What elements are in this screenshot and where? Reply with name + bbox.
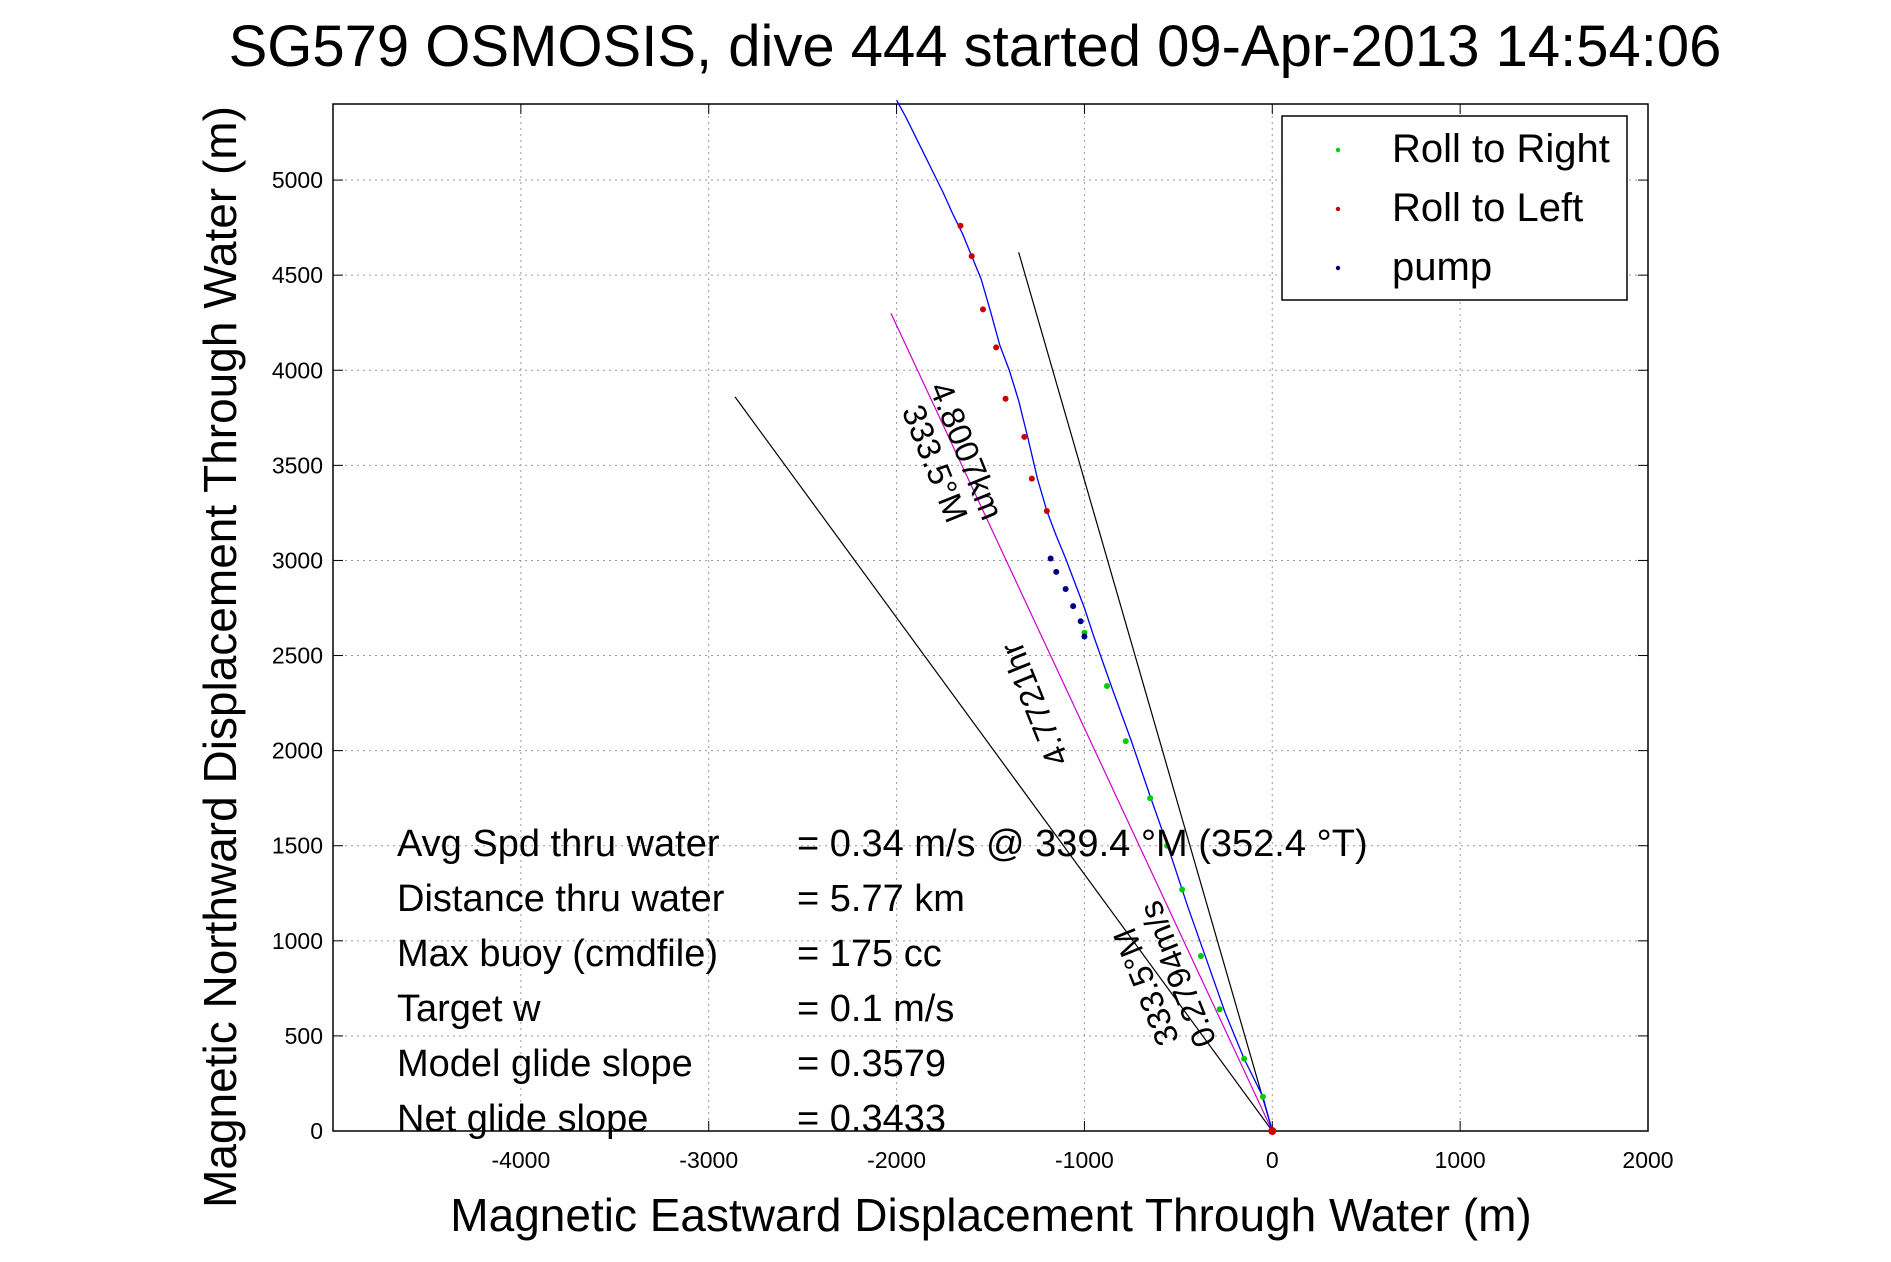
- stat-value-avg-speed: = 0.34 m/s @ 339.4 °M (352.4 °T): [797, 823, 1368, 865]
- legend-marker-pump: [1335, 265, 1341, 271]
- legend-roll-right: Roll to Right: [1392, 127, 1610, 171]
- roll-right-point: [1164, 842, 1171, 849]
- y-tick-label: 500: [285, 1023, 323, 1049]
- legend: Roll to Right Roll to Left pump: [1281, 115, 1628, 301]
- roll-to-right-points: [1081, 629, 1266, 1100]
- axes-frame: [332, 103, 1649, 1132]
- pump-point: [1077, 618, 1084, 625]
- y-tick-label: 5000: [272, 167, 323, 193]
- x-tick-label: -4000: [491, 1147, 550, 1173]
- x-axis-label: Magnetic Eastward Displacement Through W…: [450, 1189, 1531, 1241]
- pump-point: [1070, 603, 1077, 610]
- x-tick-label: -2000: [867, 1147, 926, 1173]
- stat-label-target-w: Target w: [397, 988, 541, 1030]
- roll-right-point: [1103, 682, 1110, 689]
- y-axis-ticks: 0 500 1000 1500 2000 2500 3000 3500 4000 4500 5000: [272, 167, 1648, 1144]
- pump-point: [1053, 568, 1060, 575]
- roll-left-point: [979, 306, 986, 313]
- roll-right-point: [1241, 1055, 1248, 1062]
- stat-value-distance: = 5.77 km: [797, 878, 965, 920]
- x-tick-label: -3000: [679, 1147, 738, 1173]
- x-axis-ticks: -4000 -3000 -2000 -1000 0 1000 2000: [491, 104, 1674, 1173]
- envelope-line: [734, 396, 1273, 1132]
- stat-label-max-buoy: Max buoy (cmdfile): [397, 933, 718, 975]
- legend-roll-left: Roll to Left: [1392, 186, 1583, 230]
- y-tick-label: 1500: [272, 833, 323, 859]
- pump-point: [1081, 633, 1088, 640]
- roll-left-point: [1043, 507, 1050, 514]
- legend-pump: pump: [1392, 245, 1492, 289]
- track-line: [896, 99, 1273, 1132]
- roll-left-point: [993, 344, 1000, 351]
- roll-left-point: [1021, 433, 1028, 440]
- y-tick-label: 3000: [272, 547, 323, 573]
- stat-value-model-glide: = 0.3579: [797, 1043, 946, 1085]
- roll-right-point: [1197, 953, 1204, 960]
- y-tick-label: 2000: [272, 738, 323, 764]
- roll-right-point: [1259, 1093, 1266, 1100]
- stat-label-distance: Distance thru water: [397, 878, 725, 920]
- y-tick-label: 1000: [272, 928, 323, 954]
- y-tick-label: 2500: [272, 643, 323, 669]
- stat-value-max-buoy: = 175 cc: [797, 933, 942, 975]
- roll-right-point: [1122, 738, 1129, 745]
- stat-label-model-glide: Model glide slope: [397, 1043, 693, 1085]
- x-tick-label: 1000: [1435, 1147, 1486, 1173]
- roll-right-point: [1216, 1006, 1223, 1013]
- dive-stats: Avg Spd thru water = 0.34 m/s @ 339.4 °M…: [397, 823, 1368, 1140]
- y-tick-label: 3500: [272, 452, 323, 478]
- stat-value-net-glide: = 0.3433: [797, 1098, 946, 1140]
- roll-left-point: [968, 253, 975, 260]
- envelope-line: [1018, 252, 1273, 1132]
- pump-point: [1047, 555, 1054, 562]
- chart-title: SG579 OSMOSIS, dive 444 started 09-Apr-2…: [229, 14, 1722, 79]
- roll-to-left-points: [957, 222, 1277, 1135]
- stat-label-net-glide: Net glide slope: [397, 1098, 648, 1140]
- stat-label-avg-speed: Avg Spd thru water: [397, 823, 720, 865]
- roll-left-point: [1028, 475, 1035, 482]
- legend-marker-roll-left: [1335, 206, 1341, 212]
- roll-left-point: [1002, 395, 1009, 402]
- y-axis-label: Magnetic Northward Displacement Through …: [194, 106, 246, 1208]
- pump-points: [1047, 555, 1088, 640]
- legend-marker-roll-right: [1335, 147, 1341, 153]
- x-tick-label: -1000: [1055, 1147, 1114, 1173]
- glider-track: [896, 99, 1273, 1132]
- roll-left-point: [957, 222, 964, 229]
- origin-point: [1268, 1127, 1277, 1135]
- y-tick-label: 4500: [272, 262, 323, 288]
- predicted-line: [890, 312, 1273, 1132]
- pump-point: [1062, 585, 1069, 592]
- x-tick-label: 2000: [1622, 1147, 1673, 1173]
- y-tick-label: 0: [310, 1118, 323, 1144]
- predicted-track-line: [890, 312, 1273, 1132]
- envelope-lines: [734, 252, 1273, 1132]
- roll-right-point: [1147, 795, 1154, 802]
- y-tick-label: 4000: [272, 357, 323, 383]
- stat-value-target-w: = 0.1 m/s: [797, 988, 954, 1030]
- roll-right-point: [1179, 886, 1186, 893]
- x-tick-label: 0: [1266, 1147, 1279, 1173]
